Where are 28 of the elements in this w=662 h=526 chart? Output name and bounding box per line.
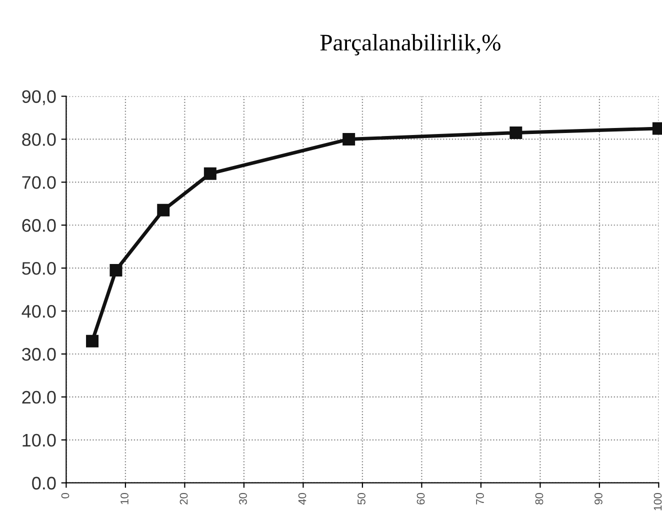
y-tick-label: 80.0 [22, 133, 56, 146]
x-tick-label: 80 [535, 493, 544, 504]
x-tick-label: 100 [654, 493, 662, 510]
y-tick-label: 90,0 [22, 90, 56, 106]
y-tick-label: 60.0 [22, 219, 56, 232]
y-tick-label: 20.0 [22, 390, 56, 404]
x-tick-label: 70 [476, 493, 484, 504]
point [110, 264, 122, 276]
y-tick-label: 10.0 [22, 434, 56, 447]
point [86, 334, 99, 348]
x-tick-label: 60 [416, 493, 425, 504]
x-tick-label: 30 [239, 493, 247, 505]
x-tick-label: 40 [298, 493, 306, 505]
x-tick-label: 50 [358, 493, 366, 505]
y-tick-label: 50.0 [22, 262, 56, 275]
point [342, 132, 356, 146]
point [157, 204, 170, 216]
y-tick-label: 0.0 [32, 476, 56, 490]
y-tick-label: 70.0 [22, 176, 56, 189]
x-tick-label: 90 [594, 493, 602, 504]
point [510, 126, 522, 140]
point [204, 167, 216, 180]
y-tick-label: 30.0 [22, 348, 56, 361]
x-tick-label: 10 [120, 493, 128, 504]
x-tick-label: 20 [180, 493, 188, 504]
chart-title: Parçalanabilirlik,% [320, 34, 500, 56]
y-tick-label: 40.0 [22, 304, 56, 318]
x-tick-label: 0 [61, 493, 70, 498]
